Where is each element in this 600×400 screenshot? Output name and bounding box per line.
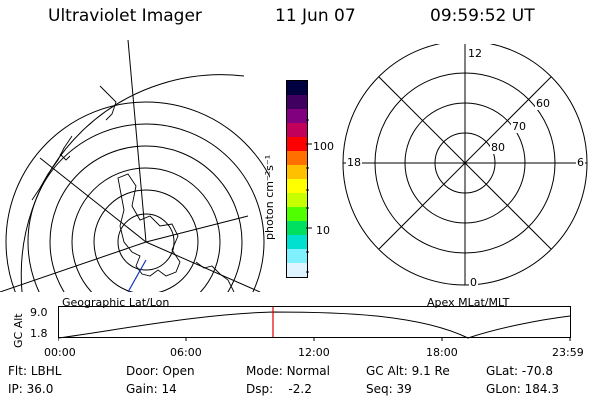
colorbar-segment xyxy=(287,95,307,109)
meridians xyxy=(0,39,261,292)
status-glat: GLat: -70.8 xyxy=(486,364,553,378)
instrument-title: Ultraviolet Imager xyxy=(48,6,202,26)
alt-tick-high: 9.0 xyxy=(30,306,48,319)
status-door: Door: Open xyxy=(126,364,195,378)
colorbar-segment xyxy=(287,123,307,137)
earth-limb xyxy=(20,74,245,292)
colorbar-segment xyxy=(287,263,307,277)
time-tick-0600: 06:00 xyxy=(170,346,202,359)
status-ip: IP: 36.0 xyxy=(8,382,54,396)
colorbar-segment xyxy=(287,221,307,235)
mlt-label-0: 0 xyxy=(469,276,478,289)
mlat-label-60: 60 xyxy=(535,97,551,110)
mlt-label-6: 6 xyxy=(576,156,585,169)
mlt-label-12: 12 xyxy=(467,47,483,60)
status-filter: Flt: LBHL xyxy=(8,364,62,378)
mlat-label-70: 70 xyxy=(511,120,527,133)
colorbar-tick-10: 10 xyxy=(316,224,330,237)
colorbar-unit-label: photon cm⁻²s⁻¹ xyxy=(263,154,276,240)
status-gain: Gain: 14 xyxy=(126,382,177,396)
colorbar-segment xyxy=(287,137,307,151)
colorbar-segment xyxy=(287,249,307,263)
geographic-map xyxy=(0,39,270,292)
coastlines xyxy=(31,85,235,292)
status-seq: Seq: 39 xyxy=(366,382,412,396)
alt-tick-low: 1.8 xyxy=(30,327,48,340)
dial-label: Apex MLat/MLT xyxy=(427,296,510,309)
time-tick-1200: 12:00 xyxy=(298,346,330,359)
observation-time: 09:59:52 UT xyxy=(430,6,535,26)
altitude-strip xyxy=(58,306,571,341)
colorbar-segment xyxy=(287,165,307,179)
mlt-label-18: 18 xyxy=(346,156,362,169)
map-label: Geographic Lat/Lon xyxy=(62,296,170,309)
status-gc-alt: GC Alt: 9.1 Re xyxy=(366,364,450,378)
status-mode: Mode: Normal xyxy=(246,364,330,378)
mlat-label-80: 80 xyxy=(490,141,506,154)
time-tick-2359: 23:59 xyxy=(552,346,584,359)
status-glon: GLon: 184.3 xyxy=(486,382,559,396)
mlat-mlt-dial xyxy=(342,44,588,286)
colorbar-segment xyxy=(287,193,307,207)
alt-axis-label: GC Alt xyxy=(12,313,25,348)
colorbar-segment xyxy=(287,109,307,123)
colorbar-segment xyxy=(287,179,307,193)
colorbar xyxy=(286,80,308,278)
colorbar-segment xyxy=(287,81,307,95)
colorbar-segment xyxy=(287,151,307,165)
altitude-curve xyxy=(58,311,571,339)
colorbar-segment xyxy=(287,207,307,221)
colorbar-ticks xyxy=(306,119,312,273)
status-dsp: Dsp: -2.2 xyxy=(246,382,312,396)
colorbar-segment xyxy=(287,235,307,249)
colorbar-tick-100: 100 xyxy=(313,140,334,153)
time-tick-0000: 00:00 xyxy=(44,346,76,359)
observation-date: 11 Jun 07 xyxy=(275,6,356,26)
latitude-circles xyxy=(5,101,270,292)
ground-track xyxy=(127,259,147,292)
time-tick-1800: 18:00 xyxy=(426,346,458,359)
